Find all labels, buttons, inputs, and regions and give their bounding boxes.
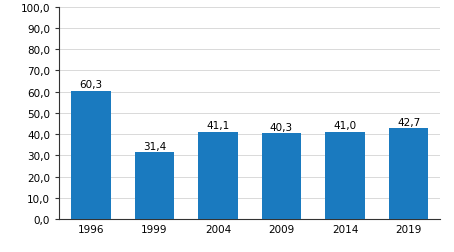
Bar [389, 129, 428, 219]
Bar [198, 132, 237, 219]
Text: 41,0: 41,0 [334, 121, 356, 131]
Text: 40,3: 40,3 [270, 122, 293, 132]
Bar [71, 91, 110, 219]
Text: 42,7: 42,7 [397, 117, 420, 127]
Text: 31,4: 31,4 [143, 141, 166, 151]
Bar [326, 133, 365, 219]
Bar [135, 153, 174, 219]
Text: 41,1: 41,1 [206, 121, 230, 131]
Bar [262, 134, 301, 219]
Text: 60,3: 60,3 [79, 80, 102, 90]
